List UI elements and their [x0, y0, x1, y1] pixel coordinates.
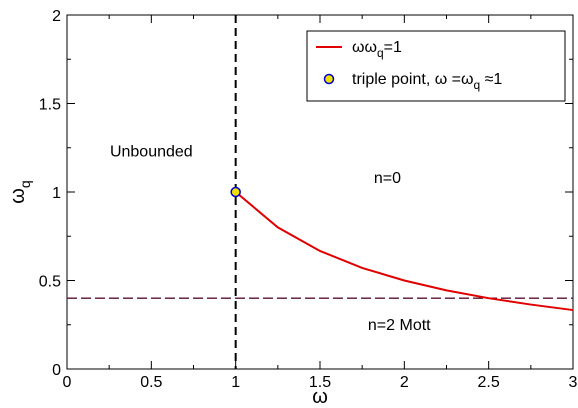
legend-label-point: triple point, ω =ωq ≈1: [352, 71, 502, 92]
x-tick-label: 3: [569, 374, 578, 391]
y-tick-label: 1.5: [39, 97, 61, 114]
y-tick-label: 0.5: [39, 274, 61, 291]
tick-labels: 0 0.5 1 1.5 2 2.5 3 0 0.5 1 1.5 2: [39, 8, 578, 391]
x-tick-label: 1.5: [309, 374, 331, 391]
x-tick-label: 0: [63, 374, 72, 391]
y-tick-label: 0: [52, 362, 61, 379]
series-line-omega-omega-q-eq-1: [235, 191, 574, 312]
legend: ωωq=1 triple point, ω =ωq ≈1: [306, 30, 566, 102]
triple-point-markers: [230, 186, 241, 198]
legend-point-main: triple point, ω =ω: [352, 71, 473, 88]
region-annotations: Unbounded n=0 n=2 Mott: [110, 144, 431, 334]
x-axis-label: ω: [312, 386, 328, 408]
legend-box: [306, 30, 566, 102]
region-label: n=2 Mott: [368, 317, 431, 334]
region-label: Unbounded: [110, 144, 193, 161]
x-tick-label: 0.5: [140, 374, 162, 391]
legend-curve-tail: =1: [384, 39, 402, 56]
legend-curve-sub: q: [377, 46, 384, 60]
legend-point-swatch: [323, 73, 335, 85]
legend-point-sub: q: [473, 78, 480, 92]
triple-point-marker: [230, 186, 241, 198]
region-label: n=0: [374, 170, 401, 187]
axis-ticks: [66, 14, 574, 370]
legend-point-tail: ≈1: [480, 71, 502, 88]
legend-curve-main: ωω: [352, 39, 377, 56]
y-axis-label-sub: q: [17, 180, 33, 188]
legend-label-curve: ωωq=1: [352, 39, 402, 60]
x-tick-label: 1: [231, 374, 240, 391]
y-axis-label-main: ω: [7, 188, 29, 204]
y-tick-label: 1: [52, 185, 61, 202]
x-tick-label: 2: [400, 374, 409, 391]
y-axis-label: ωq: [7, 180, 33, 203]
x-tick-label: 2.5: [478, 374, 500, 391]
y-tick-label: 2: [52, 8, 61, 25]
